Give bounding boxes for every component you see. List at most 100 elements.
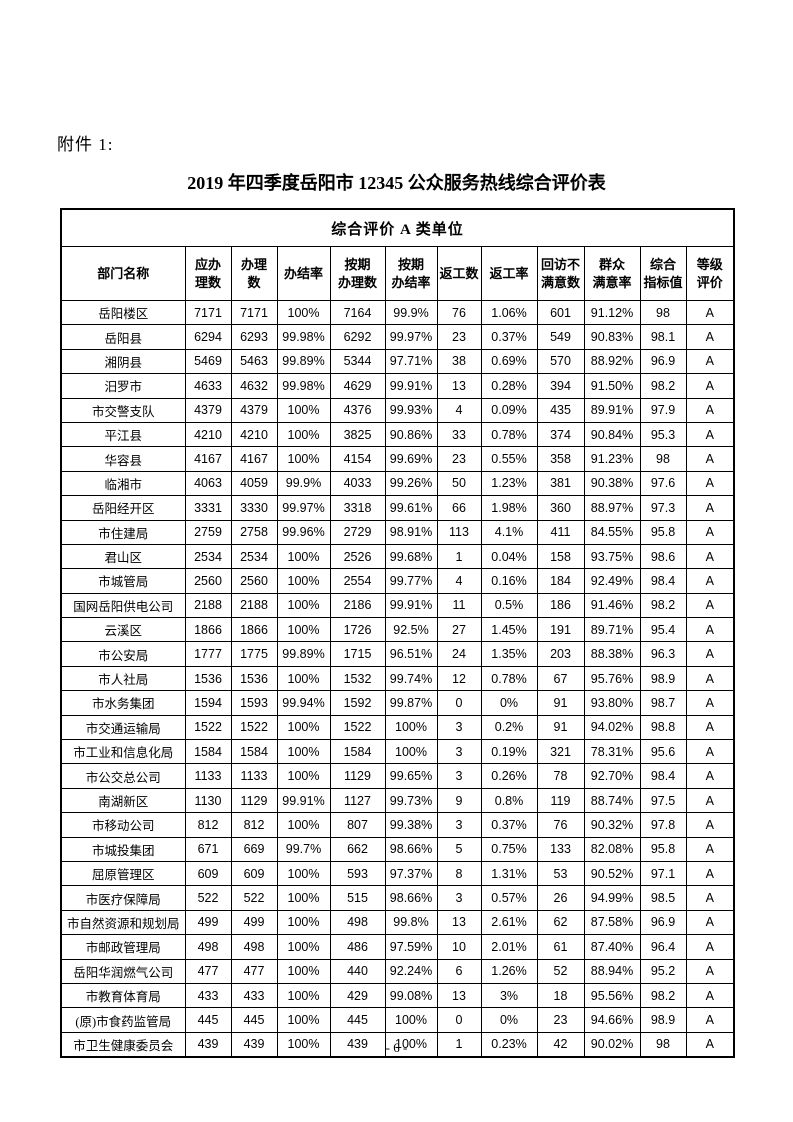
- department-name-cell: 市教育体育局: [60, 982, 186, 1009]
- table-cell: 13: [436, 909, 482, 936]
- table-cell: 98.1: [639, 324, 687, 350]
- table-cell: 96.9: [639, 348, 687, 375]
- table-cell: 0: [436, 1007, 482, 1033]
- table-cell: 433: [230, 982, 278, 1009]
- table-cell: 9: [436, 787, 482, 814]
- table-cell: 100%: [276, 739, 331, 765]
- table-cell: 440: [329, 958, 386, 984]
- table-cell: 0.57%: [480, 885, 538, 911]
- table-cell: 1726: [329, 617, 386, 643]
- table-cell: 0.04%: [480, 543, 538, 570]
- table-cell: 100%: [276, 958, 331, 984]
- table-section-title: 综合评价 A 类单位: [60, 208, 735, 247]
- department-name-cell: 市工业和信息化局: [60, 739, 186, 765]
- table-cell: 3: [436, 714, 482, 741]
- table-cell: 0%: [480, 1007, 538, 1033]
- table-cell: 4633: [184, 373, 232, 399]
- table-cell: 100%: [276, 397, 331, 423]
- table-cell: 99.77%: [384, 568, 438, 594]
- table-cell: 90.32%: [583, 812, 641, 838]
- table-cell: 98.6: [639, 543, 687, 570]
- department-name-cell: 平江县: [60, 421, 186, 448]
- table-cell: A: [685, 909, 735, 936]
- table-cell: A: [685, 739, 735, 765]
- table-cell: 6293: [230, 324, 278, 350]
- table-row: 平江县 4210 4210 100% 3825 90.86% 33 0.78% 374 90.84…: [60, 421, 735, 448]
- table-cell: 99.73%: [384, 787, 438, 814]
- table-cell: 27: [436, 617, 482, 643]
- table-cell: 445: [329, 1007, 386, 1033]
- table-cell: 100%: [384, 739, 438, 765]
- table-cell: 5469: [184, 348, 232, 375]
- table-cell: 4: [436, 397, 482, 423]
- table-cell: 435: [536, 397, 585, 423]
- table-cell: 3: [436, 885, 482, 911]
- table-cell: 4167: [230, 446, 278, 472]
- table-row: 市交警支队 4379 4379 100% 4376 99.93% 4 0.09% 435 89.9…: [60, 397, 735, 423]
- table-cell: 91: [536, 714, 585, 741]
- table-cell: 812: [230, 812, 278, 838]
- table-cell: 411: [536, 519, 585, 545]
- table-cell: 100%: [276, 299, 331, 326]
- table-cell: 433: [184, 982, 232, 1009]
- table-cell: 87.58%: [583, 909, 641, 936]
- department-name-cell: 南湖新区: [60, 787, 186, 814]
- table-cell: 1593: [230, 690, 278, 716]
- table-cell: 1: [436, 1031, 482, 1058]
- table-cell: 90.02%: [583, 1031, 641, 1058]
- table-cell: 4: [436, 568, 482, 594]
- table-cell: 445: [184, 1007, 232, 1033]
- table-cell: 94.66%: [583, 1007, 641, 1033]
- table-cell: A: [685, 299, 735, 326]
- table-cell: A: [685, 397, 735, 423]
- table-cell: 87.40%: [583, 934, 641, 960]
- table-cell: A: [685, 348, 735, 375]
- department-name-cell: 市住建局: [60, 519, 186, 545]
- table-row: 市医疗保障局 522 522 100% 515 98.66% 3 0.57% 26 94.99% 9…: [60, 885, 735, 911]
- table-cell: 99.38%: [384, 812, 438, 838]
- table-cell: 1536: [230, 665, 278, 692]
- table-cell: 4167: [184, 446, 232, 472]
- column-header: 部门名称: [60, 246, 186, 301]
- table-cell: 3: [436, 763, 482, 789]
- table-cell: 97.6: [639, 470, 687, 497]
- table-cell: 522: [184, 885, 232, 911]
- table-cell: 99.98%: [276, 324, 331, 350]
- department-name-cell: 临湘市: [60, 470, 186, 497]
- table-cell: 24: [436, 641, 482, 667]
- table-cell: 100%: [276, 763, 331, 789]
- table-cell: 92.49%: [583, 568, 641, 594]
- table-section-row: 综合评价 A 类单位: [60, 208, 735, 247]
- table-cell: 2188: [230, 592, 278, 619]
- table-cell: 1777: [184, 641, 232, 667]
- table-cell: 5463: [230, 348, 278, 375]
- table-cell: 98.9: [639, 1007, 687, 1033]
- table-cell: 374: [536, 421, 585, 448]
- table-cell: 98.2: [639, 373, 687, 399]
- table-cell: 186: [536, 592, 585, 619]
- table-cell: 88.97%: [583, 495, 641, 521]
- table-cell: 4629: [329, 373, 386, 399]
- table-cell: 99.8%: [384, 909, 438, 936]
- table-cell: 100%: [276, 885, 331, 911]
- table-cell: A: [685, 665, 735, 692]
- table-cell: 90.52%: [583, 860, 641, 887]
- table-cell: 1715: [329, 641, 386, 667]
- table-cell: 13: [436, 982, 482, 1009]
- department-name-cell: 市交通运输局: [60, 714, 186, 741]
- table-cell: 98.2: [639, 592, 687, 619]
- table-cell: 91.46%: [583, 592, 641, 619]
- table-cell: 89.91%: [583, 397, 641, 423]
- table-cell: 2534: [230, 543, 278, 570]
- table-cell: 99.91%: [276, 787, 331, 814]
- table-cell: 100%: [276, 909, 331, 936]
- table-cell: 1127: [329, 787, 386, 814]
- table-cell: 1866: [230, 617, 278, 643]
- table-cell: 0.78%: [480, 421, 538, 448]
- table-cell: A: [685, 860, 735, 887]
- table-cell: 98.91%: [384, 519, 438, 545]
- table-cell: 1.31%: [480, 860, 538, 887]
- table-cell: 812: [184, 812, 232, 838]
- table-cell: 4063: [184, 470, 232, 497]
- table-cell: 7171: [230, 299, 278, 326]
